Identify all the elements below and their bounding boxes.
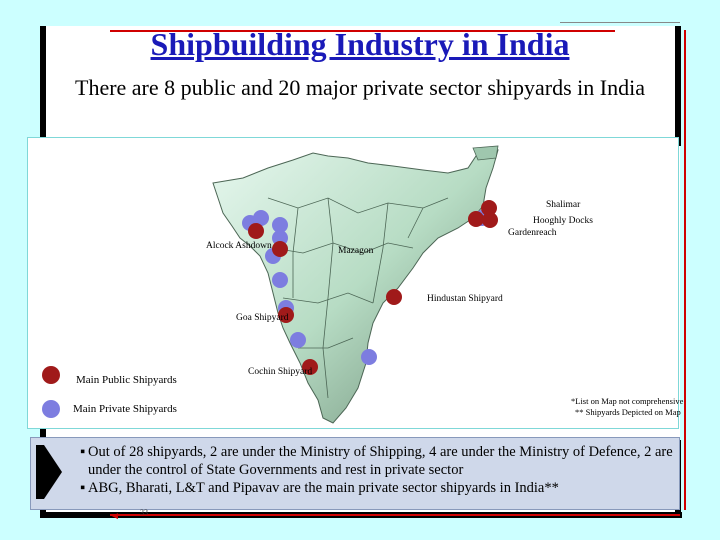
label-hooghly-docks: Hooghly Docks <box>533 216 593 226</box>
chevron-right-icon <box>44 445 62 499</box>
private-shipyard-marker <box>253 210 269 226</box>
label-hindustan-shipyard: Hindustan Shipyard <box>427 294 503 304</box>
public-shipyard-marker <box>302 359 318 375</box>
private-shipyard-marker <box>272 217 288 233</box>
bullet-marker: ▪ <box>80 480 86 496</box>
public-shipyard-marker <box>248 223 264 239</box>
public-shipyard-marker <box>482 212 498 228</box>
public-shipyard-marker <box>468 211 484 227</box>
private-shipyard-marker <box>272 272 288 288</box>
legend-private-marker <box>42 400 60 418</box>
public-shipyard-marker <box>272 241 288 257</box>
slide-subtitle: There are 8 public and 20 major private … <box>75 75 645 100</box>
label-cochin-shipyard: Cochin Shipyard <box>248 367 313 377</box>
red-accent-right <box>684 30 686 510</box>
india-outline <box>212 149 499 424</box>
arrow-left-icon: ◄ <box>110 511 120 522</box>
private-shipyard-marker <box>290 332 306 348</box>
public-shipyard-marker <box>278 307 294 323</box>
bullet-marker: ▪ <box>80 444 86 460</box>
slide-number: 33 <box>140 508 148 517</box>
legend-public-marker <box>42 366 60 384</box>
label-goa-shipyard: Goa Shipyard <box>236 313 289 323</box>
india-map <box>212 145 499 424</box>
map-note-1: *List on Map not comprehensive <box>571 396 684 406</box>
red-accent-top <box>110 30 615 32</box>
private-shipyard-marker <box>272 230 288 246</box>
map-panel <box>27 137 679 429</box>
top-divider <box>560 22 680 23</box>
legend-public-label: Main Public Shipyards <box>76 374 177 386</box>
red-accent-bottom <box>110 514 680 516</box>
slide-title: Shipbuilding Industry in India <box>150 26 570 62</box>
private-shipyard-marker <box>361 349 377 365</box>
map-note-2: ** Shipyards Depicted on Map <box>575 407 681 417</box>
legend-private-label: Main Private Shipyards <box>73 403 177 415</box>
public-shipyard-marker <box>386 289 402 305</box>
bullet-text: Out of 28 shipyards, 2 are under the Min… <box>88 444 673 478</box>
bullet-item: ▪ ABG, Bharati, L&T and Pipavav are the … <box>80 479 675 497</box>
public-shipyard-marker <box>481 200 497 216</box>
frame-right-border-top <box>675 26 681 146</box>
label-mazagon: Mazagon <box>338 246 374 256</box>
chevron-bar <box>36 445 44 499</box>
label-shalimar: Shalimar <box>546 200 581 210</box>
info-box <box>30 437 680 510</box>
label-gardenreach: Gardenreach <box>508 228 557 238</box>
bullet-text: ABG, Bharati, L&T and Pipavav are the ma… <box>88 480 559 496</box>
label-alcock-ashdown: Alcock Ashdown <box>206 241 272 251</box>
bullet-list: ▪ Out of 28 shipyards, 2 are under the M… <box>80 443 675 497</box>
bullet-item: ▪ Out of 28 shipyards, 2 are under the M… <box>80 443 675 479</box>
